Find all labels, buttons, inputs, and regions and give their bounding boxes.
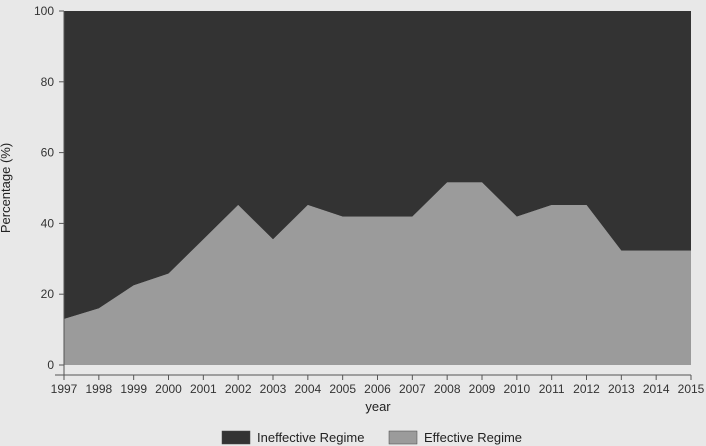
legend: Ineffective Regime Effective Regime — [221, 430, 522, 445]
y-tick-label: 20 — [41, 287, 55, 301]
x-tick-label: 2005 — [329, 382, 356, 396]
y-ticks: 0 20 40 60 80 100 — [34, 4, 64, 372]
legend-swatch-ineffective-regime — [221, 430, 251, 445]
x-tick-label: 2015 — [678, 382, 705, 396]
area-effective-regime — [64, 182, 691, 365]
y-tick-label: 100 — [34, 4, 54, 18]
y-tick-label: 40 — [41, 216, 55, 230]
x-tick-label: 2000 — [155, 382, 182, 396]
area-ineffective-regime — [64, 11, 691, 319]
x-axis-title: year — [365, 399, 391, 414]
x-tick-label: 2001 — [190, 382, 217, 396]
x-tick-label: 1998 — [85, 382, 112, 396]
areas-layer — [64, 11, 691, 365]
y-axis-title: Percentage (%) — [0, 143, 13, 233]
x-tick-label: 2014 — [643, 382, 670, 396]
legend-label-ineffective-regime: Ineffective Regime — [257, 430, 364, 445]
y-tick-label: 0 — [47, 358, 54, 372]
x-tick-label: 1999 — [120, 382, 147, 396]
y-tick-label: 80 — [41, 75, 55, 89]
x-tick-label: 2008 — [434, 382, 461, 396]
x-tick-label: 2010 — [503, 382, 530, 396]
x-tick-label: 2007 — [399, 382, 426, 396]
y-tick-label: 60 — [41, 146, 55, 160]
x-tick-label: 2006 — [364, 382, 391, 396]
x-tick-label: 2002 — [225, 382, 252, 396]
x-tick-label: 2013 — [608, 382, 635, 396]
x-tick-label: 2012 — [573, 382, 600, 396]
x-tick-label: 2003 — [260, 382, 287, 396]
x-ticks: 1997 1998 1999 2000 2001 2002 2003 2004 2005 2006… — [51, 375, 705, 396]
legend-label-effective-regime: Effective Regime — [424, 430, 522, 445]
x-tick-label: 2009 — [469, 382, 496, 396]
x-tick-label: 1997 — [51, 382, 78, 396]
x-tick-label: 2004 — [294, 382, 321, 396]
legend-swatch-effective-regime — [388, 430, 418, 445]
x-tick-label: 2011 — [539, 382, 565, 396]
